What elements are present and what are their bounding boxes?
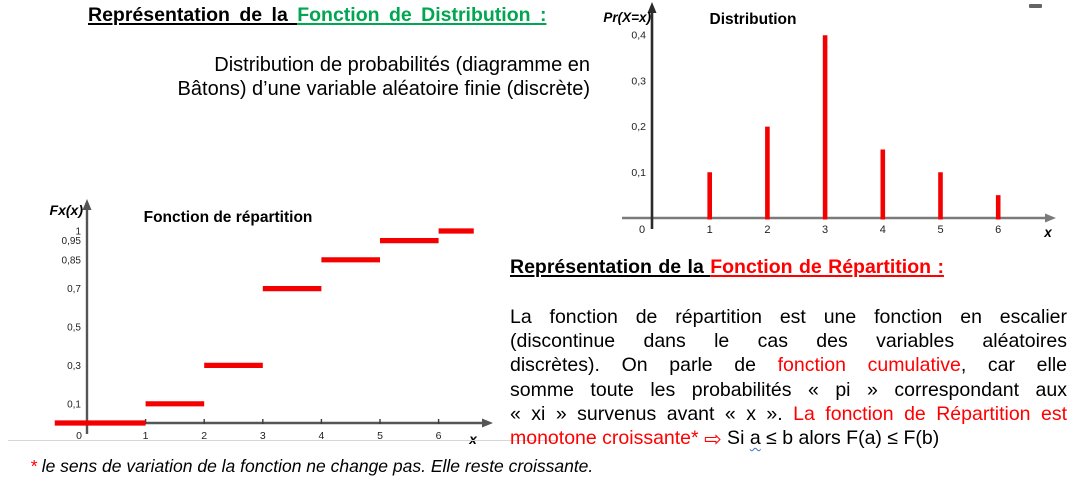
- distribution-title-prefix: Représentation de la: [88, 4, 298, 26]
- x-tick-label: 5: [377, 430, 383, 442]
- highlight-fonction-cumulative: fonction cumulative: [777, 354, 961, 377]
- repartition-title-prefix: Représentation de la: [510, 256, 711, 278]
- y-tick-label: 1: [75, 227, 81, 238]
- highlight-monotone-statement: La fonction de Répartition est: [793, 402, 1067, 425]
- highlight-monotone-statement: monotone croissante*: [510, 427, 705, 450]
- y-tick-label: 0,1: [631, 167, 646, 179]
- x-axis-label: x: [468, 432, 477, 447]
- chart-title: Distribution: [710, 11, 797, 28]
- paragraph-text: « xi » survenus avant « x ».: [510, 402, 794, 425]
- y-axis-label: Pr(X=x): [603, 10, 651, 25]
- distribution-caption: Distribution de probabilités (diagramme …: [85, 53, 590, 101]
- y-tick-label: 0,2: [631, 121, 646, 133]
- y-tick-label: 0,95: [62, 236, 82, 247]
- stray-mark: [1029, 4, 1042, 8]
- x-tick-label: 4: [318, 430, 324, 442]
- x-tick-label: 3: [260, 430, 266, 442]
- implies-arrow-icon: ⇨: [704, 427, 722, 452]
- x-tick-label: 4: [880, 224, 886, 236]
- distribution-title-highlight: Fonction de Distribution :: [297, 4, 547, 26]
- paragraph-text: (discontinue dans le cas des variables a…: [510, 330, 1067, 353]
- footnote-text: le sens de variation de la fonction ne c…: [41, 456, 594, 476]
- y-tick-label: 0,3: [67, 361, 81, 372]
- paragraph-text: ≤ b alors F(a) ≤ F(b): [760, 427, 940, 450]
- repartition-paragraph: La fonction de répartition est une fonct…: [510, 305, 1067, 450]
- footnote: * le sens de variation de la fonction ne…: [30, 456, 593, 477]
- x-tick-label: 1: [707, 224, 713, 236]
- y-tick-label: 0,1: [67, 399, 81, 410]
- chart-title: Fonction de répartition: [144, 209, 313, 226]
- paragraph-text: discrètes). On parle de: [510, 354, 778, 377]
- paragraph-line: discrètes). On parle de fonction cumulat…: [510, 353, 1067, 377]
- x-tick-label: 0: [639, 224, 645, 236]
- footnote-asterisk: *: [30, 456, 42, 476]
- x-tick-label: 5: [937, 224, 943, 236]
- caption-line-1: Distribution de probabilités (diagramme …: [214, 54, 590, 76]
- x-tick-label: 3: [822, 224, 828, 236]
- x-tick-label: 1: [143, 430, 149, 442]
- x-axis-label: x: [1043, 225, 1052, 240]
- paragraph-text: , car elle: [960, 354, 1067, 377]
- x-axis-arrow: [1045, 213, 1056, 223]
- y-tick-label: 0,3: [631, 75, 646, 87]
- x-tick-label: 0: [76, 430, 82, 442]
- repartition-chart: Fonction de répartitionFx(x)x10,950,850,…: [25, 196, 497, 450]
- repartition-section-title: Représentation de la Fonction de Réparti…: [510, 256, 944, 279]
- paragraph-line: « xi » survenus avant « x ». La fonction…: [510, 402, 1067, 426]
- spellcheck-underlined-a: a: [749, 427, 761, 450]
- x-tick-label: 6: [436, 430, 442, 442]
- x-tick-label: 6: [995, 224, 1001, 236]
- paragraph-line: somme toute les probabilités « pi » corr…: [510, 378, 1067, 402]
- paragraph-line: La fonction de répartition est une fonct…: [510, 305, 1067, 329]
- caption-line-2: Bâtons) d’une variable aléatoire finie (…: [177, 78, 590, 100]
- distribution-svg: Distribution Pr(X=x) x 0,1 0,2 0,3 0,4 0 1 2 3 4 5 6: [603, 2, 1056, 240]
- repartition-svg: Fonction de répartitionFx(x)x10,950,850,…: [50, 199, 493, 447]
- y-tick-label: 0,85: [62, 255, 82, 266]
- y-axis-arrow: [647, 2, 657, 13]
- x-axis-arrow: [482, 418, 493, 428]
- y-tick-label: 0,5: [67, 323, 81, 334]
- y-tick-label: 0,7: [67, 284, 81, 295]
- x-tick-label: 2: [764, 224, 770, 236]
- y-tick-label: 0,4: [631, 30, 646, 42]
- paragraph-text: Si: [721, 427, 750, 450]
- paragraph-line: (discontinue dans le cas des variables a…: [510, 329, 1067, 353]
- paragraph-text: La fonction de répartition est une fonct…: [510, 306, 1067, 328]
- distribution-chart: Distribution Pr(X=x) x 0,1 0,2 0,3 0,4 0 1 2 3 4 5 6: [595, 0, 1091, 242]
- paragraph-line: monotone croissante* ⇨ Si a ≤ b alors F(…: [510, 426, 1067, 450]
- y-axis-arrow: [82, 199, 92, 210]
- x-tick-label: 2: [201, 430, 207, 442]
- repartition-title-highlight: Fonction de Répartition :: [710, 256, 944, 278]
- y-axis-label: Fx(x): [50, 202, 84, 218]
- paragraph-text: somme toute les probabilités « pi » corr…: [510, 378, 1067, 401]
- image-border-line: [8, 440, 556, 441]
- distribution-section-title: Représentation de la Fonction de Distrib…: [88, 4, 546, 27]
